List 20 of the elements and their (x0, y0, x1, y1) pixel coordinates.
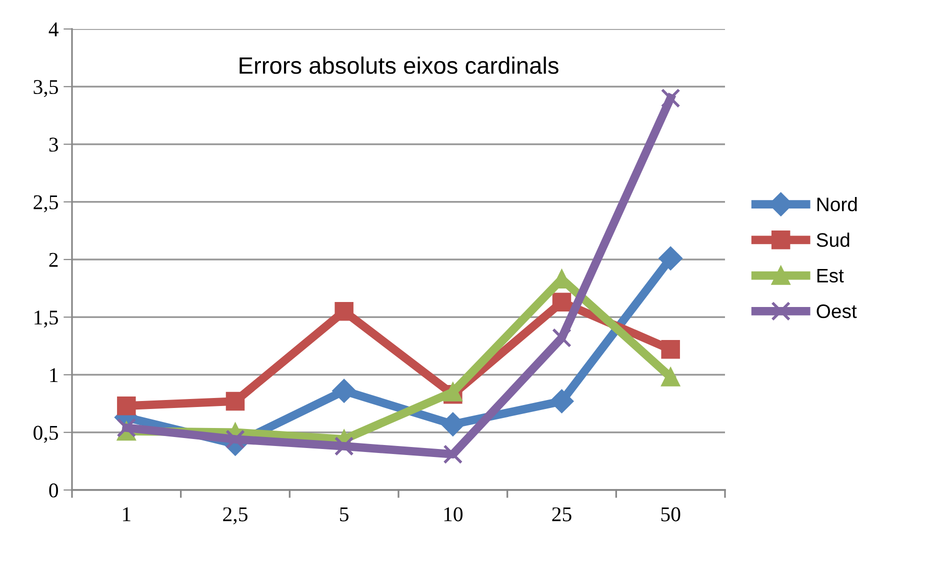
y-tick-label: 2 (49, 252, 58, 267)
x-tick-label: 1 (123, 507, 130, 522)
legend-label: Nord (817, 197, 857, 212)
y-tick-label: 4 (48, 22, 58, 36)
y-tick-label: 0 (49, 483, 58, 498)
x-tick-label: 5 (340, 507, 348, 522)
legend-label: Est (817, 268, 844, 283)
x-tick-label: 25 (552, 507, 572, 522)
x-tick-label: 2,5 (223, 507, 248, 524)
y-tick-label: 1,5 (34, 310, 58, 328)
y-tick-label: 1 (50, 368, 58, 382)
y-tick-label: 2,5 (34, 195, 58, 212)
legend-label: Sud (816, 232, 850, 247)
y-tick-label: 3,5 (34, 80, 58, 98)
x-tick-label: 10 (444, 507, 463, 522)
text: Errors absoluts eixos cardinals (240, 56, 558, 74)
legend-label: Oest (816, 304, 857, 318)
x-tick-label: 50 (661, 507, 680, 522)
y-tick-label: 3 (49, 138, 58, 152)
y-tick-label: 0,5 (34, 426, 58, 443)
